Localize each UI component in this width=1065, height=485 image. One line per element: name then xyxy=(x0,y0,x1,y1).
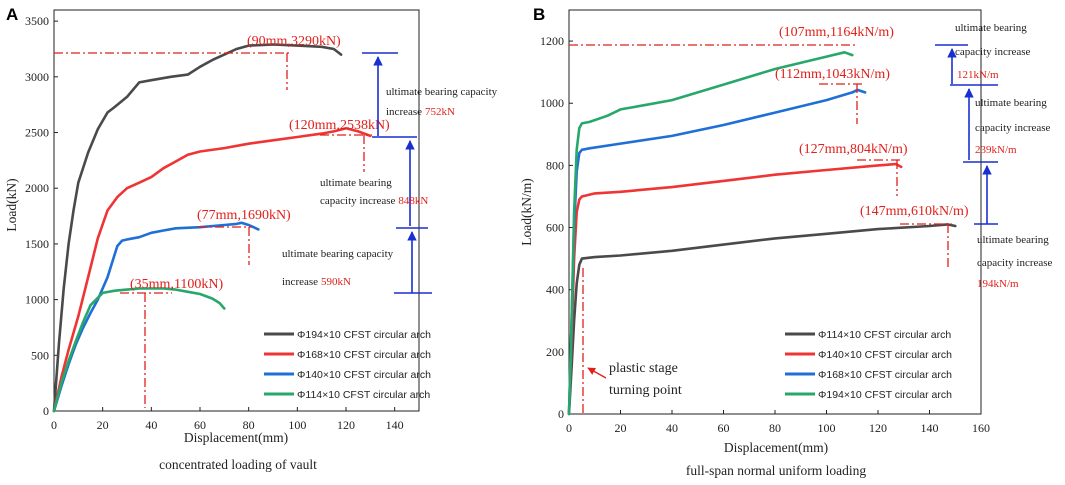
panel-a-increase-brackets xyxy=(362,52,432,294)
panel-a-series-line-2 xyxy=(52,221,260,413)
panel-a: A 0 20 40 60 80 100 120 140 0 500 1000 1500 2000 250… xyxy=(4,5,498,472)
annotation-b3: (127mm,804kN/m) xyxy=(799,142,908,157)
legend-a-entry-2: Φ140×10 CFST circular arch xyxy=(297,369,431,381)
y-tick-label: 600 xyxy=(546,221,564,235)
x-tick-label: 100 xyxy=(818,421,836,435)
panel-b-series-line-3 xyxy=(567,50,854,416)
y-tick-label: 1000 xyxy=(540,96,564,110)
y-tick-label: 2000 xyxy=(25,181,49,195)
turning-point-line2: turning point xyxy=(609,383,682,398)
panel-a-series-line-3 xyxy=(52,287,226,413)
x-tick-label: 20 xyxy=(615,421,627,435)
panel-a-frame xyxy=(53,9,420,412)
annotation-b4: (147mm,610kN/m) xyxy=(860,204,969,219)
panel-b-peak-guides xyxy=(569,44,952,414)
x-tick-label: 160 xyxy=(972,421,990,435)
increase-note-a3-line1: ultimate bearing capacity xyxy=(282,248,394,260)
increase-note-a2-line1: ultimate bearing xyxy=(320,177,392,189)
legend-a-entry-0: Φ194×10 CFST circular arch xyxy=(297,329,431,341)
panel-b-y-axis-label: Load(kN/m) xyxy=(519,178,534,245)
x-tick-label: 60 xyxy=(718,421,730,435)
annotation-b2: (112mm,1043kN/m) xyxy=(775,67,890,82)
legend-a-entry-1: Φ168×10 CFST circular arch xyxy=(297,349,431,361)
panel-a-series-line-1 xyxy=(52,127,372,413)
legend-b-entry-3: Φ194×10 CFST circular arch xyxy=(818,389,952,401)
x-tick-label: 40 xyxy=(666,421,678,435)
panel-a-x-ticks: 0 20 40 60 80 100 120 140 xyxy=(51,407,404,432)
panel-b: B 0 20 40 60 80 100 120 140 160 0 200 400 600 800 100… xyxy=(519,5,1053,478)
x-tick-label: 60 xyxy=(194,418,206,432)
increase-note-a3-line2: increase 590kN xyxy=(282,276,351,288)
y-tick-label: 2500 xyxy=(25,126,49,140)
panel-b-x-ticks: 0 20 40 60 80 100 120 140 160 xyxy=(566,410,990,435)
legend-b-entry-1: Φ140×10 CFST circular arch xyxy=(818,349,952,361)
panel-b-x-axis-label: Displacement(mm) xyxy=(724,440,828,455)
y-tick-label: 0 xyxy=(558,407,564,421)
x-tick-label: 0 xyxy=(51,418,57,432)
legend-a-entry-3: Φ114×10 CFST circular arch xyxy=(297,389,430,401)
x-tick-label: 80 xyxy=(243,418,255,432)
increase-note-b3-line2: capacity increase xyxy=(977,257,1053,269)
panel-a-x-axis-label: Displacement(mm) xyxy=(184,430,288,445)
y-tick-label: 500 xyxy=(31,348,49,362)
x-tick-label: 0 xyxy=(566,421,572,435)
panel-a-caption: concentrated loading of vault xyxy=(159,457,317,472)
panel-b-axes: 0 20 40 60 80 100 120 140 160 0 200 400 600 800 1000 1… xyxy=(540,9,990,435)
panel-a-axes: 0 20 40 60 80 100 120 140 0 500 1000 1500 2000 2500 3… xyxy=(25,9,420,432)
increase-note-b2-value: 239kN/m xyxy=(975,144,1017,156)
increase-note-b3-value: 194kN/m xyxy=(977,278,1019,290)
increase-note-b1-value: 121kN/m xyxy=(957,69,999,81)
annotation-a3: (77mm,1690kN) xyxy=(197,208,291,223)
increase-note-a1-line2: increase 752kN xyxy=(386,106,455,118)
panel-label-b: B xyxy=(533,5,545,24)
increase-note-b2-line2: capacity increase xyxy=(975,122,1051,134)
y-tick-label: 1500 xyxy=(25,237,49,251)
y-tick-label: 3500 xyxy=(25,14,49,28)
x-tick-label: 40 xyxy=(145,418,157,432)
panel-a-y-ticks: 0 500 1000 1500 2000 2500 3000 3500 xyxy=(25,14,58,418)
turning-point-line1: plastic stage xyxy=(609,361,678,376)
increase-note-b3-line1: ultimate bearing xyxy=(977,234,1049,246)
panel-a-y-axis-label: Load(kN) xyxy=(4,178,19,231)
x-tick-label: 140 xyxy=(921,421,939,435)
y-tick-label: 200 xyxy=(546,345,564,359)
y-tick-label: 800 xyxy=(546,158,564,172)
y-tick-label: 1000 xyxy=(25,293,49,307)
legend-b-entry-0: Φ114×10 CFST circular arch xyxy=(818,329,951,341)
x-tick-label: 140 xyxy=(386,418,404,432)
turning-point-arrow xyxy=(587,367,607,379)
panel-a-series-line-0 xyxy=(52,43,343,413)
y-tick-label: 3000 xyxy=(25,70,49,84)
annotation-a2: (120mm,2538kN) xyxy=(289,118,390,133)
panel-a-peak-guides xyxy=(54,52,372,408)
increase-note-b2-line1: ultimate bearing xyxy=(975,97,1047,109)
increase-note-a2-line2: capacity increase 848kN xyxy=(320,195,428,207)
y-tick-label: 1200 xyxy=(540,34,564,48)
annotation-b1: (107mm,1164kN/m) xyxy=(779,25,894,40)
legend-b-entry-2: Φ168×10 CFST circular arch xyxy=(818,369,952,381)
x-tick-label: 100 xyxy=(288,418,306,432)
panel-b-series xyxy=(567,50,957,416)
x-tick-label: 120 xyxy=(337,418,355,432)
panel-b-increase-brackets xyxy=(935,44,998,225)
x-tick-label: 20 xyxy=(97,418,109,432)
x-tick-label: 80 xyxy=(769,421,781,435)
y-tick-label: 400 xyxy=(546,283,564,297)
x-tick-label: 120 xyxy=(869,421,887,435)
panel-b-series-line-0 xyxy=(567,223,957,416)
panel-b-legend: Φ114×10 CFST circular arch Φ140×10 CFST … xyxy=(785,329,952,401)
increase-note-a1-line1: ultimate bearing capacity xyxy=(386,86,498,98)
increase-note-b1-line1: ultimate bearing xyxy=(955,22,1027,34)
increase-note-b1-line2: capacity increase xyxy=(955,46,1031,58)
panel-label-a: A xyxy=(6,5,18,24)
panel-a-legend: Φ194×10 CFST circular arch Φ168×10 CFST … xyxy=(264,329,431,401)
panel-a-series xyxy=(52,43,372,413)
y-tick-label: 0 xyxy=(43,404,49,418)
panel-b-y-ticks: 0 200 400 600 800 1000 1200 xyxy=(540,34,573,421)
panel-b-caption: full-span normal uniform loading xyxy=(686,463,867,478)
annotation-a4: (35mm,1100kN) xyxy=(130,277,224,292)
annotation-a1: (90mm,3290kN) xyxy=(247,34,341,49)
